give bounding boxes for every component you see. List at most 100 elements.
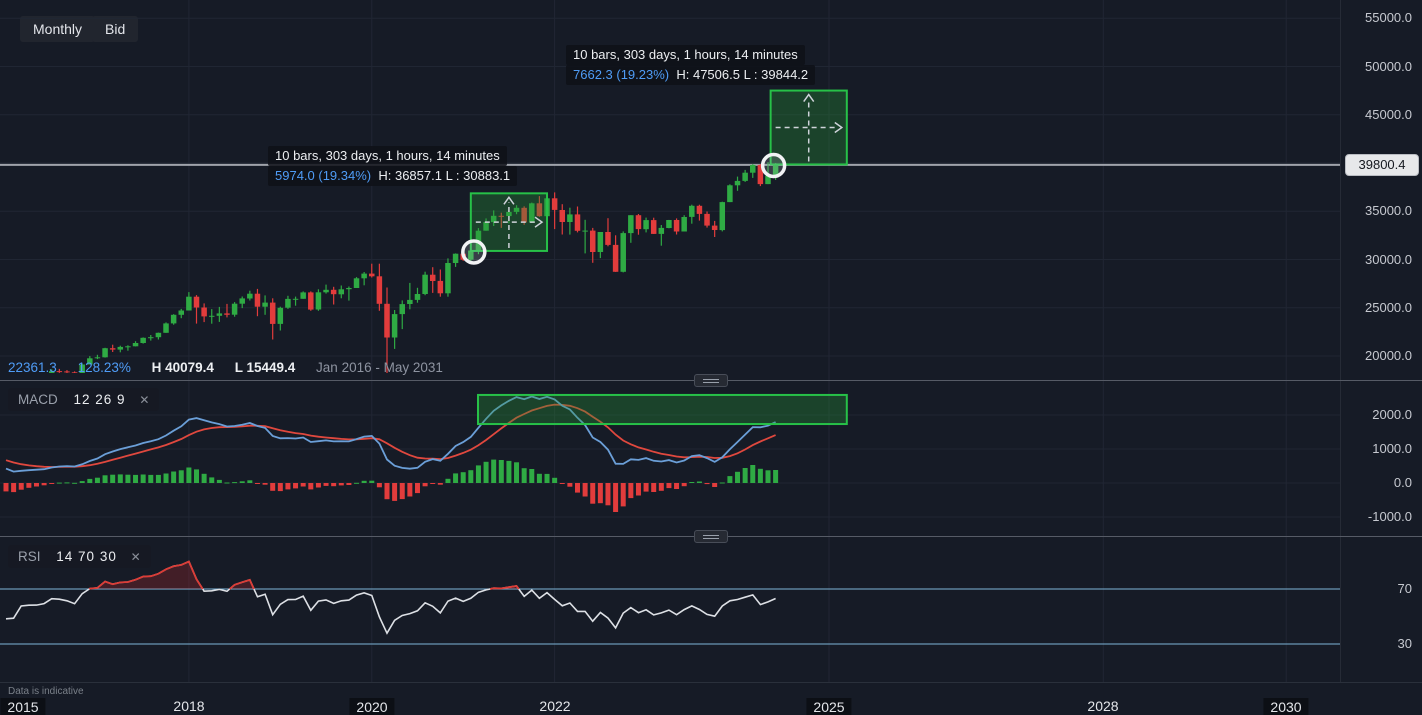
macd-histogram-bar (506, 460, 512, 483)
macd-histogram-bar (674, 483, 680, 489)
candle-body (589, 230, 596, 252)
measure-box-2021-handle[interactable] (461, 239, 487, 265)
macd-histogram-bar (315, 483, 321, 488)
candle-body (727, 185, 733, 203)
macd-histogram-bar (323, 483, 329, 486)
macd-histogram-bar (719, 482, 725, 484)
macd-histogram-bar (361, 480, 367, 483)
pane-resize-handle-2[interactable] (694, 530, 728, 543)
time-axis[interactable]: Data is indicative 2015 2018 2020 2022 2025 2… (0, 682, 1422, 715)
candle-body (628, 215, 634, 234)
candle-body (132, 343, 139, 347)
candle-body (635, 215, 642, 230)
macd-histogram-bar (209, 477, 215, 483)
candle-body (163, 323, 169, 333)
macd-histogram-bar (331, 483, 337, 487)
chart-canvas[interactable] (0, 0, 1340, 682)
macd-histogram-bar (765, 470, 771, 483)
macd-histogram-bar (575, 483, 580, 493)
candle-body (513, 207, 520, 212)
macd-histogram-bar (613, 483, 619, 512)
macd-histogram-bar (773, 470, 779, 483)
candle-body (704, 213, 710, 226)
candle-body (551, 198, 558, 210)
price-axis[interactable]: 39800.4 55000.0 50000.0 45000.0 35000.0 3000… (1340, 0, 1422, 682)
last-price-badge: 39800.4 (1345, 154, 1419, 176)
macd-histogram-bar (376, 483, 382, 488)
candle-body (719, 202, 726, 231)
macd-histogram-bar (117, 474, 123, 483)
data-indicative-note: Data is indicative (8, 686, 84, 697)
price-type-button[interactable]: Bid (92, 16, 139, 42)
macd-histogram-bar (18, 483, 24, 490)
measure-duration: 10 bars, 303 days, 1 hours, 14 minutes (566, 45, 805, 65)
candle-body (346, 288, 352, 290)
measure-box-projection-handle[interactable] (760, 152, 787, 179)
macd-histogram-bar (354, 482, 360, 484)
visible-range-stats: 22361.3 128.23% H 40079.4 L 15449.4 Jan … (8, 360, 460, 375)
rsi-close-icon[interactable]: ✕ (130, 550, 141, 564)
rsi-title: RSI (18, 549, 41, 564)
macd-close-icon[interactable]: ✕ (139, 393, 150, 407)
macd-histogram-bar (681, 483, 687, 487)
measure-box-2021[interactable] (469, 192, 549, 252)
candle-body (102, 348, 108, 358)
measure-box-projection[interactable] (769, 89, 848, 166)
stat-change: 22361.3 (8, 360, 57, 375)
macd-histogram-bar (643, 483, 649, 492)
macd-histogram-bar (346, 483, 352, 485)
candle-body (445, 263, 451, 294)
candle-body (429, 274, 436, 281)
vertical-gridlines (188, 0, 1287, 682)
candle-body (605, 232, 611, 245)
candle-body (650, 220, 657, 234)
candle-body (323, 289, 329, 293)
candle-body (277, 307, 284, 324)
macd-params[interactable]: 12 26 9 (73, 392, 126, 407)
macd-histogram-bar (110, 474, 116, 483)
macd-histogram-bar (148, 474, 154, 483)
candle-body (620, 233, 626, 272)
macd-histogram-bar (201, 473, 207, 483)
candle-body (254, 293, 261, 307)
macd-histogram-bar (414, 483, 420, 494)
candle-body (64, 371, 70, 373)
macd-histogram-bar (559, 483, 565, 484)
rsi-overbought-fill (229, 579, 254, 589)
time-axis-label-2018: 2018 (173, 698, 205, 714)
candle-body (468, 250, 474, 260)
measure-box-macd[interactable] (477, 393, 848, 426)
stat-range: Jan 2016 - May 2031 (316, 360, 443, 375)
measure-tooltip-upper: 10 bars, 303 days, 1 hours, 14 minutes 7… (566, 45, 816, 85)
measure-tools-layer[interactable] (461, 89, 848, 265)
macd-histogram-bar (247, 480, 253, 483)
macd-histogram-bar (399, 483, 405, 500)
macd-line (5, 395, 776, 473)
macd-histogram-bar (620, 483, 626, 507)
macd-histogram-bar (582, 483, 588, 497)
rsi-params[interactable]: 14 70 30 (56, 549, 117, 564)
pane-resize-handle-1[interactable] (694, 374, 728, 387)
candle-body (269, 302, 276, 324)
candle-body (673, 220, 680, 232)
candle-body (498, 215, 505, 217)
macd-axis-label: 1000.0 (1372, 441, 1412, 456)
macd-histogram-bar (308, 483, 314, 490)
candle-body (308, 292, 314, 310)
candle-body (155, 332, 162, 338)
measure-change: 7662.3 (19.23%) (573, 67, 670, 82)
candle-body (79, 364, 85, 373)
macd-histogram-bar (392, 483, 398, 501)
candle-body (765, 175, 771, 185)
price-axis-label: 20000.0 (1365, 348, 1412, 363)
measure-box-projection-arrows (775, 93, 844, 162)
macd-histogram-bar (544, 473, 550, 483)
measure-change: 5974.0 (19.34%) (275, 168, 372, 183)
time-axis-label-2028: 2028 (1087, 698, 1119, 714)
timeframe-button[interactable]: Monthly (20, 16, 96, 42)
macd-histogram-bar (56, 482, 62, 484)
macd-histogram-bar (635, 483, 641, 496)
macd-histogram-bar (536, 473, 542, 483)
macd-histogram-bar (422, 483, 428, 487)
rsi-overbought-fill (490, 586, 519, 589)
